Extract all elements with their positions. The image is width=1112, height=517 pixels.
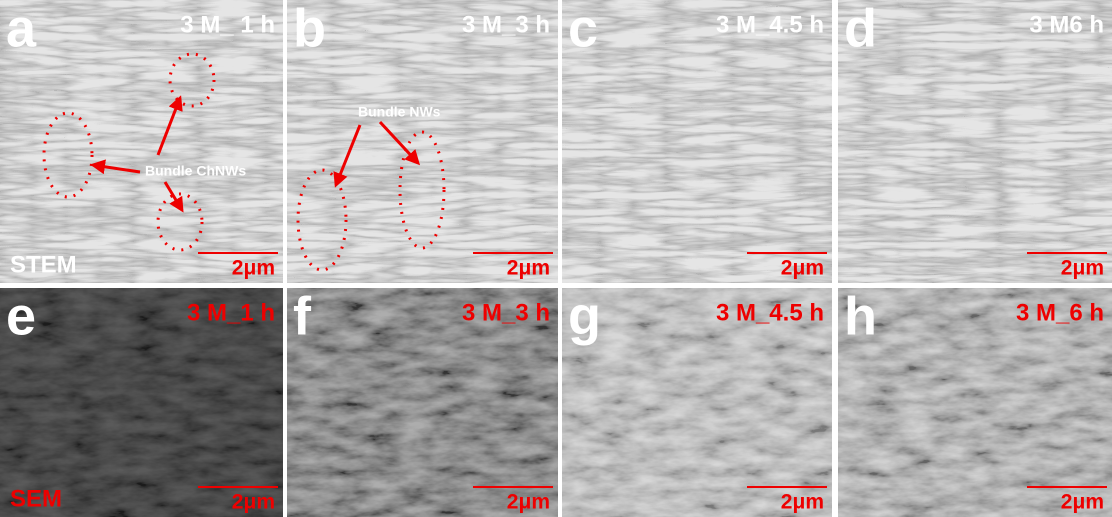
panel-letter: a — [6, 0, 37, 58]
micrograph-panel: h 3 M_6 h 2μm — [838, 286, 1112, 517]
micrograph-panel: b 3 M_3 h 2μm — [287, 0, 558, 283]
scale-label: 2μm — [232, 257, 275, 280]
micrograph-panel: e 3 M_1 h 2μm — [0, 286, 283, 517]
scale-label: 2μm — [507, 257, 550, 280]
panel-letter: d — [844, 0, 877, 58]
micrograph-panel: f 3 M_3 h 2μm — [287, 286, 558, 517]
panel-label: 3 M6 h — [1029, 11, 1104, 38]
panel-letter: c — [568, 0, 598, 58]
scale-label: 2μm — [1061, 257, 1104, 280]
scale-label: 2μm — [232, 491, 275, 514]
image-texture — [0, 0, 283, 283]
panel-label: 3 M_4.5 h — [716, 299, 824, 326]
panel-label: 3 M_3 h — [462, 11, 550, 38]
annotation: Bundle NWs — [358, 104, 441, 120]
image-texture — [562, 0, 832, 283]
micrograph-panel: c 3 M_4.5 h 2μm — [562, 0, 832, 283]
scale-label: 2μm — [1061, 491, 1104, 514]
scale-label: 2μm — [781, 257, 824, 280]
mode-label: SEM — [10, 485, 62, 512]
micrograph-panel: d 3 M6 h 2μm — [838, 0, 1112, 283]
micrograph-panel: a 3 M_ 1 h 2μm — [0, 0, 283, 283]
panel-label: 3 M_ 1 h — [180, 11, 275, 38]
panel-letter: g — [568, 286, 601, 346]
scale-label: 2μm — [507, 491, 550, 514]
panel-letter: h — [844, 286, 877, 346]
panels: a 3 M_ 1 h 2μm b 3 M_3 h 2μm c 3 M_4.5 h 2μm d 3 M… — [0, 0, 1112, 517]
panel-label: 3 M_3 h — [462, 299, 550, 326]
panel-label: 3 M_1 h — [187, 299, 275, 326]
panel-letter: b — [293, 0, 326, 58]
image-texture — [287, 0, 558, 283]
panel-letter: e — [6, 286, 36, 346]
annotation: Bundle ChNWs — [145, 163, 246, 179]
panel-label: 3 M_4.5 h — [716, 11, 824, 38]
mode-label: STEM — [10, 251, 77, 278]
scale-label: 2μm — [781, 491, 824, 514]
micrograph-panel: g 3 M_4.5 h 2μm — [562, 286, 832, 517]
figure: a 3 M_ 1 h 2μm b 3 M_3 h 2μm c 3 M_4.5 h 2μm d 3 M… — [0, 0, 1112, 517]
panel-letter: f — [293, 286, 312, 346]
image-texture — [838, 0, 1112, 283]
panel-label: 3 M_6 h — [1016, 299, 1104, 326]
